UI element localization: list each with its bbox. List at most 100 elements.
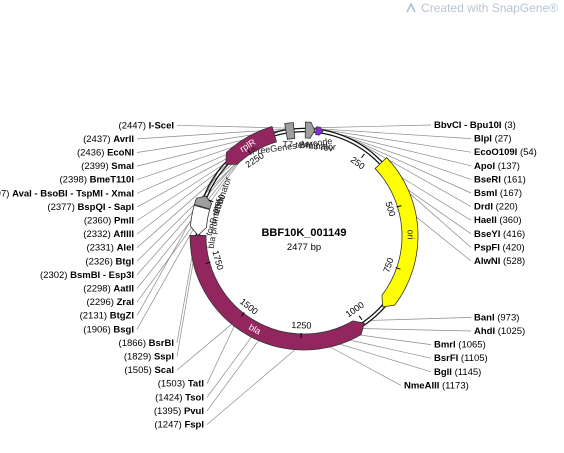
tick-750 — [395, 267, 401, 270]
tick-label-750: 750 — [381, 256, 395, 273]
watermark-text: Created with SnapGene® — [421, 1, 558, 15]
site-label: (2331) AleI — [86, 243, 134, 254]
site-position: (1173) — [439, 380, 468, 391]
site-label: BseRI (161) — [474, 174, 526, 185]
site-name: ApoI — [474, 161, 495, 172]
tick-250 — [361, 153, 365, 159]
feature-FreeGenes-Barcode — [284, 122, 296, 140]
site-position: (161) — [501, 174, 526, 185]
site-name: BtgZI — [110, 311, 134, 322]
leader-HaeII — [389, 169, 472, 221]
leader-BbvCI - Bpu10I — [304, 124, 432, 129]
site-name: BmrI — [434, 340, 456, 351]
site-label: BanI (973) — [474, 312, 519, 323]
site-position: (1906) — [83, 324, 113, 335]
site-label: AhdI (1025) — [474, 326, 525, 337]
site-position: (360) — [497, 215, 522, 226]
feature-label-T7-terminator: T7 terminator — [282, 139, 336, 152]
site-position: (2447) — [119, 120, 149, 131]
site-position: (2398) — [60, 175, 90, 186]
tick-label-1000: 1000 — [344, 300, 366, 320]
site-position: (2377) — [47, 202, 77, 213]
site-name: BtgI — [116, 256, 134, 267]
site-label: (2447) I-SceI — [119, 120, 174, 131]
tick-1000 — [358, 315, 363, 321]
site-name: AvaI - BsoBI - TspMI - XmaI — [12, 188, 134, 199]
leader-BsgI — [136, 222, 198, 330]
site-position: (2296) — [86, 297, 116, 308]
site-label: ApoI (137) — [474, 161, 520, 172]
site-name: AatII — [113, 284, 134, 295]
tick-label-250: 250 — [349, 155, 367, 172]
site-name: BsmI — [474, 188, 497, 199]
site-name: FspI — [184, 420, 204, 431]
leader-FspI — [206, 343, 302, 425]
site-name: HaeII — [474, 215, 497, 226]
site-label: (1503) TatI — [158, 379, 204, 390]
features — [189, 121, 419, 351]
site-name: BsrBI — [149, 338, 174, 349]
tick-label-500: 500 — [384, 200, 398, 217]
leader-BsmI — [348, 137, 472, 194]
site-position: (2399) — [81, 161, 111, 172]
site-label: DrdI (220) — [474, 202, 518, 213]
site-position: (1503) — [158, 379, 188, 390]
tick-1500 — [240, 312, 245, 317]
tick-500 — [396, 205, 402, 208]
site-label: (2360) PmlI — [84, 216, 134, 227]
site-label: (2298) AatII — [83, 284, 134, 295]
leader-BanI — [371, 317, 472, 321]
leader-DrdI — [361, 144, 472, 207]
snapgene-watermark: Created with SnapGene® — [405, 1, 558, 15]
leader-TatI — [206, 320, 238, 384]
site-name: BlpI — [474, 134, 492, 145]
site-name: AlwNI — [474, 256, 500, 267]
site-label: (2296) ZraI — [86, 297, 134, 308]
feature-bla-promoter — [190, 204, 211, 236]
leader-ScaI — [176, 319, 237, 371]
site-position: (1505) — [124, 365, 154, 376]
site-position: (54) — [517, 147, 537, 158]
site-name: SspI — [154, 352, 174, 363]
site-position: (1105) — [458, 353, 487, 364]
site-position: (1025) — [495, 326, 525, 337]
site-name: AleI — [117, 243, 134, 254]
site-label: (1424) TsoI — [155, 392, 204, 403]
snapgene-logo-icon — [406, 2, 416, 13]
site-label: BlpI (27) — [474, 134, 512, 145]
leader-BlpI — [311, 127, 472, 139]
site-label: NmeAIII (1173) — [404, 380, 469, 391]
site-name: I-SceI — [149, 120, 174, 131]
site-position: (2131) — [80, 311, 110, 322]
site-name: AhdI — [474, 326, 495, 337]
site-name: PspFI — [474, 242, 500, 253]
feature-M13-rev — [315, 126, 324, 136]
tick-label-1250: 1250 — [291, 320, 311, 331]
site-label: (1829) SspI — [124, 352, 174, 363]
site-position: (2326) — [85, 256, 115, 267]
site-name: BspQI - SapI — [78, 202, 134, 213]
site-label: (2326) BtgI — [85, 256, 134, 267]
feature-label-bla: bla — [247, 322, 262, 336]
site-label: BsrFI (1105) — [434, 353, 488, 364]
site-position: (2298) — [83, 284, 113, 295]
leader-NmeAIII — [321, 342, 402, 386]
site-position: (2360) — [84, 216, 114, 227]
site-position: (1065) — [456, 340, 486, 351]
leader-I-SceI — [176, 124, 296, 129]
site-label: (1866) BsrBI — [119, 338, 174, 349]
site-position: (2437) — [83, 134, 113, 145]
site-label: (2397) AvaI - BsoBI - TspMI - XmaI — [0, 188, 134, 199]
feature-T7-terminator — [304, 121, 316, 139]
site-position: (1829) — [124, 352, 154, 363]
site-name: TsoI — [185, 392, 204, 403]
site-position: (420) — [500, 242, 525, 253]
leader-AhdI — [359, 328, 472, 332]
site-label: BbvCI - Bpu10I (3) — [434, 120, 516, 131]
site-label: (2436) EcoNI — [77, 148, 134, 159]
site-label: (1247) FspI — [154, 420, 204, 431]
site-position: (1247) — [154, 420, 184, 431]
site-label: (2131) BtgZI — [80, 311, 134, 322]
